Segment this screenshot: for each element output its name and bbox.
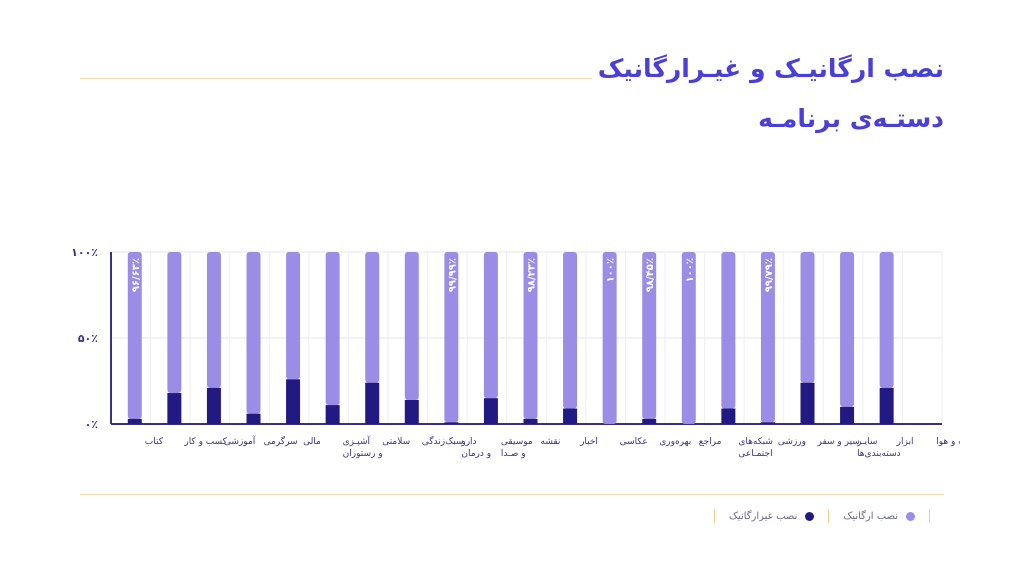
bar-inorganic — [879, 387, 894, 424]
legend-item-inorganic: نصب غیرارگانیک — [728, 510, 815, 522]
x-tick-label: کتاب — [145, 437, 164, 447]
x-tick-label: سرگرمی — [264, 435, 298, 447]
x-tick-label: بهره‌وری — [659, 437, 691, 447]
x-tick-label: کسب و کار — [183, 437, 227, 447]
bar-inorganic — [800, 382, 815, 424]
y-tick-label: ۰٪ — [85, 418, 98, 431]
footer-divider — [80, 494, 944, 495]
legend-label-inorganic: نصب غیرارگانیک — [728, 510, 798, 522]
bar-organic — [760, 252, 775, 423]
bar-inorganic — [840, 406, 855, 424]
bar-value-label: ۹۶/۶۳٪ — [131, 258, 142, 292]
bar-inorganic — [563, 408, 578, 424]
chart-title-line2: دستـه‌ی برنامـه — [758, 104, 944, 133]
bar-organic — [404, 252, 419, 400]
x-tick-label: ابزار — [896, 437, 914, 447]
legend-separator — [713, 509, 715, 523]
bar-inorganic — [721, 408, 736, 424]
bar-organic — [483, 252, 498, 399]
x-tick-label: اخبار — [579, 437, 598, 447]
x-tick-label: ورزشی — [778, 437, 806, 447]
x-tick-label: دارو و درمان — [460, 437, 491, 459]
x-tick-label: مراجع — [699, 437, 722, 447]
bar-organic — [681, 252, 696, 424]
bar-inorganic — [246, 413, 261, 424]
bar-inorganic — [365, 382, 380, 424]
bar-organic — [642, 252, 657, 419]
bar-inorganic — [167, 393, 182, 424]
x-tick-label: نقشه — [541, 437, 561, 447]
bar-value-label: ۹۸/۲۳٪ — [527, 258, 538, 292]
bar-organic — [563, 252, 578, 409]
bar-inorganic — [760, 422, 775, 424]
bar-organic — [879, 252, 894, 388]
bar-value-label: ۹۹/۷۹٪ — [764, 258, 775, 292]
bar-organic — [325, 252, 340, 406]
bar-value-label: ۹۹/۹۹٪ — [447, 258, 458, 292]
bar-organic — [286, 252, 301, 380]
bar-organic — [365, 252, 380, 383]
legend-item-organic: نصب ارگانیک — [843, 511, 915, 522]
bar-inorganic — [206, 387, 221, 424]
bar-organic — [167, 252, 182, 394]
bar-value-label: ۹۸/۴۵٪ — [645, 258, 656, 292]
bar-organic — [246, 252, 261, 414]
bar-inorganic — [642, 418, 657, 424]
x-tick-label: مالی — [303, 437, 321, 447]
bar-organic — [800, 252, 815, 383]
x-tick-label: سیر و سفر — [817, 437, 860, 447]
x-tick-label: سلامتی — [382, 437, 410, 447]
bar-organic — [602, 252, 617, 424]
x-tick-label: سبک‌زندگی — [422, 435, 464, 447]
x-tick-label: شبکه‌های اجتمـاعی — [738, 437, 773, 459]
legend: نصب غیرارگانیک نصب ارگانیک — [700, 506, 944, 526]
x-tick-label: موسیقی و صـدا — [501, 437, 533, 459]
x-tick-label: عکاسی — [620, 437, 648, 447]
bar-inorganic — [325, 405, 340, 424]
bar-organic — [840, 252, 855, 407]
bar-organic — [523, 252, 538, 419]
legend-separator — [828, 509, 830, 523]
bar-organic — [444, 252, 459, 423]
bar-inorganic — [286, 379, 301, 424]
bar-inorganic — [523, 418, 538, 424]
bar-inorganic — [127, 418, 142, 424]
bar-inorganic — [444, 422, 459, 424]
bar-organic — [721, 252, 736, 409]
title-divider — [80, 78, 592, 79]
legend-swatch-inorganic — [805, 511, 815, 521]
legend-label-organic: نصب ارگانیک — [843, 510, 898, 522]
bar-organic — [127, 252, 142, 419]
chart-title-line1: نصب ارگانیـک و غیـرارگانیک — [597, 54, 944, 83]
bar-organic — [206, 252, 221, 388]
bar-inorganic — [404, 399, 419, 424]
y-tick-label: ۱۰۰٪ — [71, 246, 98, 259]
legend-separator — [929, 509, 930, 523]
x-tick-label: آموزشی — [224, 435, 256, 447]
bar-inorganic — [483, 398, 498, 424]
y-tick-label: ۵۰٪ — [78, 332, 98, 345]
bar-value-label: ۱۰۰٪ — [685, 258, 696, 282]
x-tick-label: آب و هوا — [936, 435, 960, 447]
bar-value-label: ۱۰۰٪ — [606, 258, 617, 282]
legend-swatch-organic — [906, 511, 915, 521]
x-tick-label: سایـر دسته‌بندی‌ها — [856, 437, 901, 459]
x-tick-label: آشپـزی و رستوران — [343, 435, 383, 459]
